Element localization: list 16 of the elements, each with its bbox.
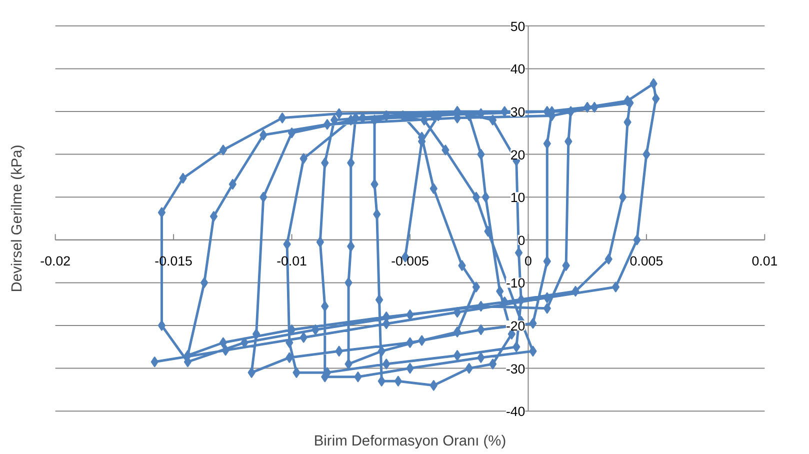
y-tick-label: 0 <box>518 232 526 248</box>
y-tick-label: -30 <box>506 361 526 376</box>
y-tick-label: 20 <box>510 147 526 162</box>
y-tick-label: 40 <box>510 62 526 77</box>
x-tick-label: 0.005 <box>630 253 664 268</box>
y-tick-label: 50 <box>510 18 526 34</box>
y-tick-label: -20 <box>506 318 526 334</box>
y-tick-label: 10 <box>510 190 526 206</box>
x-tick-label: -0.02 <box>40 253 71 268</box>
x-tick-label: -0.005 <box>391 253 429 268</box>
x-tick-label: 0.01 <box>752 253 778 268</box>
y-axis-title: Devirsel Gerilme (kPa) <box>10 144 26 292</box>
y-tick-label: -40 <box>506 404 526 420</box>
y-tick-label: 30 <box>510 104 526 120</box>
x-axis-title: Birim Deformasyon Oranı (%) <box>314 434 506 450</box>
y-tick-label: -10 <box>506 276 526 291</box>
